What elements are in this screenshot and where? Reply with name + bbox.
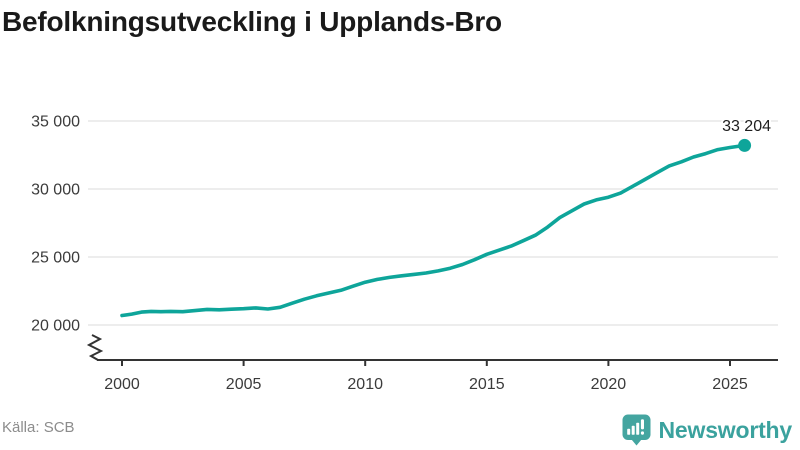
end-value-label: 33 204	[722, 118, 771, 135]
x-axis-label: 2025	[712, 376, 748, 393]
y-axis-label: 25 000	[31, 250, 80, 267]
y-axis-label: 20 000	[31, 318, 80, 335]
y-axis-label: 30 000	[31, 182, 80, 199]
y-axis-label: 35 000	[31, 114, 80, 131]
newsworthy-logo: Newsworthy	[622, 414, 792, 446]
chart-title: Befolkningsutveckling i Upplands-Bro	[2, 6, 502, 37]
x-axis-label: 2010	[347, 376, 383, 393]
newsworthy-logo-text: Newsworthy	[658, 416, 793, 443]
x-axis-label: 2005	[226, 376, 262, 393]
axis-break-icon	[86, 334, 104, 361]
x-axis-label: 2020	[591, 376, 627, 393]
x-axis-label: 2015	[469, 376, 505, 393]
end-point-dot	[738, 138, 752, 152]
newsworthy-logo-icon	[622, 414, 651, 446]
source-caption: Källa: SCB	[2, 419, 75, 436]
population-line	[120, 143, 747, 318]
x-axis-label: 2000	[104, 376, 140, 393]
